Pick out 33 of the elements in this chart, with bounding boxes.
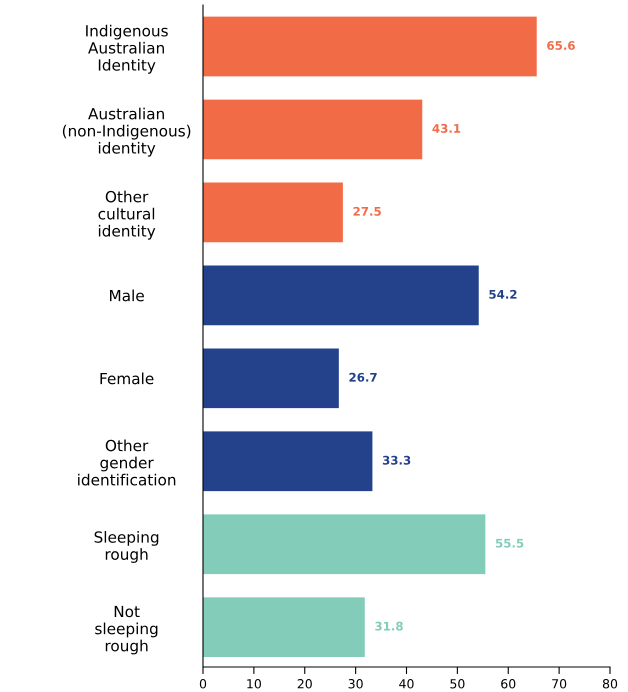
y-tick-label: Other cultural identity	[98, 190, 156, 240]
bar	[203, 348, 339, 408]
data-label: 54.2	[489, 290, 517, 299]
x-tick-label: 70	[552, 679, 566, 688]
x-tick-label: 20	[298, 679, 312, 688]
y-tick-label: Australian (non-Indigenous) identity	[62, 108, 190, 157]
data-label: 55.5	[496, 538, 524, 548]
bar	[203, 514, 486, 574]
bar	[203, 431, 372, 492]
y-tick-label: Female	[100, 372, 154, 384]
data-label: 27.5	[354, 206, 381, 216]
bar	[203, 265, 479, 326]
y-tick-label: Other gender identification	[78, 440, 176, 486]
x-tick-label: 0	[200, 679, 206, 688]
data-label: 43.1	[432, 124, 460, 133]
bar	[203, 16, 537, 76]
bar	[203, 100, 422, 160]
x-tick-label: 60	[501, 679, 516, 688]
y-tick-label: Male	[110, 290, 144, 302]
y-tick-label: Not sleeping rough	[95, 606, 158, 654]
bar	[203, 597, 365, 658]
x-tick-label: 30	[348, 679, 363, 688]
data-label: 31.8	[375, 622, 403, 631]
x-tick-label: 40	[399, 679, 414, 688]
data-label: 65.6	[547, 40, 575, 50]
data-label: 26.7	[349, 372, 377, 382]
y-tick-label: Indigenous Australian Identity	[86, 24, 168, 74]
data-label: 33.3	[382, 456, 410, 465]
x-tick-label: 10	[247, 679, 261, 688]
x-tick-label: 50	[450, 679, 464, 688]
x-tick-label: 80	[602, 679, 618, 688]
bar	[203, 182, 343, 242]
y-tick-label: Sleeping rough	[94, 531, 158, 563]
